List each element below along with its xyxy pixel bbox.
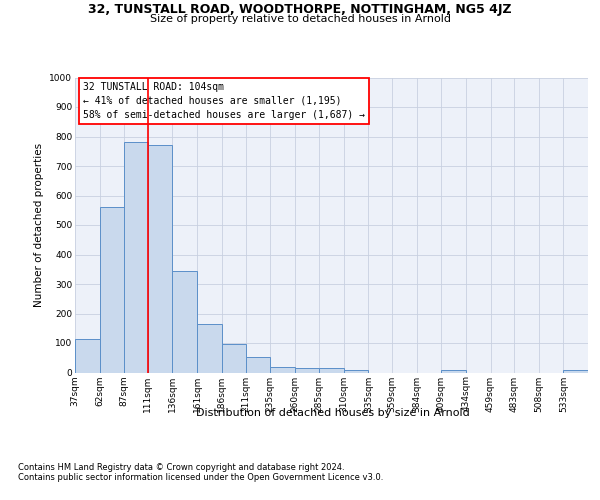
Bar	[148, 146, 172, 372]
Bar	[222, 344, 247, 372]
Bar	[197, 324, 222, 372]
Text: Size of property relative to detached houses in Arnold: Size of property relative to detached ho…	[149, 14, 451, 24]
Bar	[247, 357, 270, 372]
Bar	[344, 370, 368, 372]
Bar	[441, 370, 466, 372]
Y-axis label: Number of detached properties: Number of detached properties	[34, 143, 44, 307]
Bar	[295, 368, 319, 372]
Text: 32, TUNSTALL ROAD, WOODTHORPE, NOTTINGHAM, NG5 4JZ: 32, TUNSTALL ROAD, WOODTHORPE, NOTTINGHA…	[88, 2, 512, 16]
Text: Contains public sector information licensed under the Open Government Licence v3: Contains public sector information licen…	[18, 472, 383, 482]
Bar	[124, 142, 148, 372]
Text: Contains HM Land Registry data © Crown copyright and database right 2024.: Contains HM Land Registry data © Crown c…	[18, 462, 344, 471]
Bar	[319, 368, 344, 372]
Text: 32 TUNSTALL ROAD: 104sqm
← 41% of detached houses are smaller (1,195)
58% of sem: 32 TUNSTALL ROAD: 104sqm ← 41% of detach…	[83, 82, 365, 120]
Bar	[100, 206, 124, 372]
Text: Distribution of detached houses by size in Arnold: Distribution of detached houses by size …	[196, 408, 470, 418]
Bar	[75, 340, 100, 372]
Bar	[563, 370, 588, 372]
Bar	[270, 367, 295, 372]
Bar	[172, 270, 197, 372]
